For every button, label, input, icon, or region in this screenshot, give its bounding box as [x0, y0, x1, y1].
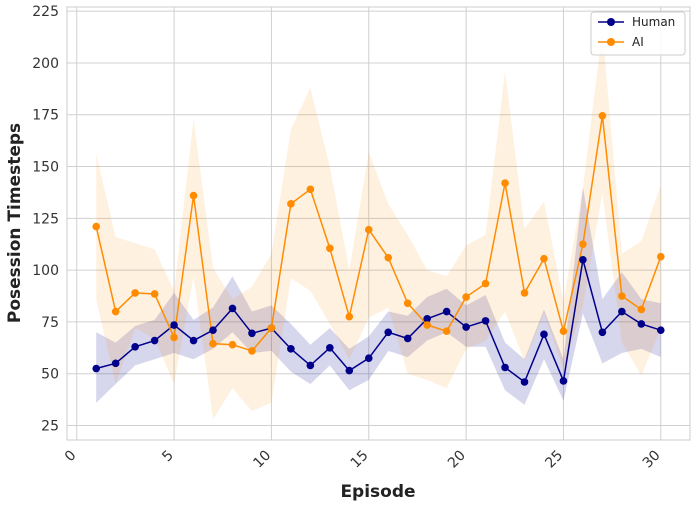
x-tick-label: 30 — [640, 448, 664, 472]
human-data-point — [618, 307, 626, 316]
ai-data-point — [209, 339, 217, 348]
human-data-point — [111, 359, 120, 368]
human-data-point — [228, 304, 237, 313]
ai-data-point — [579, 240, 587, 249]
human-data-point — [442, 307, 451, 316]
y-tick-label: 200 — [32, 56, 59, 72]
x-axis-title: Episode — [340, 482, 415, 502]
grid-lines — [67, 7, 690, 440]
human-data-point — [559, 377, 568, 385]
y-tick-labels: 25 50 75 100 125 150 175 200 225 — [32, 4, 59, 434]
x-tick-label: 5 — [159, 448, 177, 466]
ai-data-point — [423, 321, 431, 329]
legend-ai-label: AI — [632, 35, 644, 49]
confidence-bands — [96, 29, 661, 420]
y-tick-label: 150 — [32, 160, 59, 176]
ai-data-point — [559, 327, 568, 336]
human-data-point — [189, 336, 198, 345]
human-data-point — [540, 330, 548, 339]
y-tick-label: 100 — [32, 263, 59, 279]
x-tick-label: 10 — [250, 448, 274, 472]
human-data-point — [423, 315, 431, 323]
y-tick-label: 175 — [32, 108, 59, 124]
ai-data-point — [170, 333, 178, 342]
plot-frame — [66, 6, 691, 441]
ai-data-point — [287, 200, 295, 208]
human-data-point — [656, 326, 665, 334]
human-confidence-band — [96, 187, 661, 405]
human-data-point — [501, 363, 509, 372]
human-data-point — [384, 328, 393, 337]
human-data-point — [131, 342, 139, 351]
series-points — [92, 111, 665, 386]
human-data-point — [364, 354, 373, 362]
ai-data-point — [442, 327, 451, 336]
ai-data-point — [228, 340, 237, 349]
x-tick-labels: 0 5 10 15 20 25 30 — [62, 448, 664, 472]
ai-data-point — [462, 293, 470, 301]
human-data-point — [248, 329, 256, 338]
ai-confidence-band — [96, 29, 661, 420]
ai-data-point — [656, 252, 665, 261]
human-data-point — [150, 336, 159, 345]
y-tick-label: 50 — [41, 367, 59, 383]
series-lines — [95, 115, 662, 384]
human-data-point — [92, 364, 101, 373]
x-tick-label: 25 — [542, 448, 566, 472]
human-data-point — [520, 378, 529, 386]
ai-data-point — [598, 111, 607, 120]
ai-data-point — [306, 185, 315, 194]
ai-data-point — [131, 289, 139, 297]
ai-data-point — [403, 299, 412, 308]
ai-data-point — [618, 292, 626, 300]
ai-data-point — [501, 179, 509, 187]
y-tick-label: 75 — [41, 315, 59, 331]
ai-data-point — [520, 289, 529, 297]
x-tick-label: 0 — [62, 448, 80, 466]
human-data-point — [345, 366, 354, 375]
human-data-point — [170, 321, 178, 329]
ai-data-point — [364, 225, 373, 234]
human-data-point — [462, 323, 470, 331]
human-data-point — [481, 317, 490, 325]
ai-data-point — [111, 307, 120, 316]
y-tick-label: 25 — [41, 418, 59, 434]
ai-data-point — [384, 253, 393, 262]
human-data-point — [287, 345, 295, 353]
human-data-point — [579, 255, 587, 264]
human-data-point — [306, 361, 315, 370]
ai-data-point — [189, 191, 198, 200]
human-data-point — [403, 334, 412, 343]
legend-ai-marker — [607, 38, 615, 46]
ai-data-point — [481, 279, 490, 288]
ai-data-point — [267, 324, 276, 332]
ai-series-line — [95, 115, 662, 352]
y-tick-label: 225 — [32, 4, 59, 20]
ai-data-point — [345, 312, 354, 321]
x-tick-label: 20 — [445, 448, 469, 472]
ai-data-point — [248, 347, 256, 355]
human-data-point — [598, 328, 607, 337]
y-tick-label: 125 — [32, 211, 59, 227]
human-data-point — [209, 326, 217, 334]
human-data-point — [637, 320, 646, 328]
y-axis-title: Posession Timesteps — [5, 123, 25, 323]
x-tick-label: 15 — [348, 448, 372, 472]
human-series-line — [96, 259, 662, 384]
ai-data-point — [326, 244, 334, 253]
ai-data-point — [540, 254, 548, 263]
legend: Human AI — [590, 11, 686, 56]
legend-human-marker — [607, 18, 615, 26]
ai-data-point — [637, 305, 646, 314]
ai-data-point — [150, 290, 159, 298]
human-data-point — [326, 344, 334, 352]
ai-data-point — [92, 222, 101, 231]
legend-human-label: Human — [632, 15, 675, 29]
